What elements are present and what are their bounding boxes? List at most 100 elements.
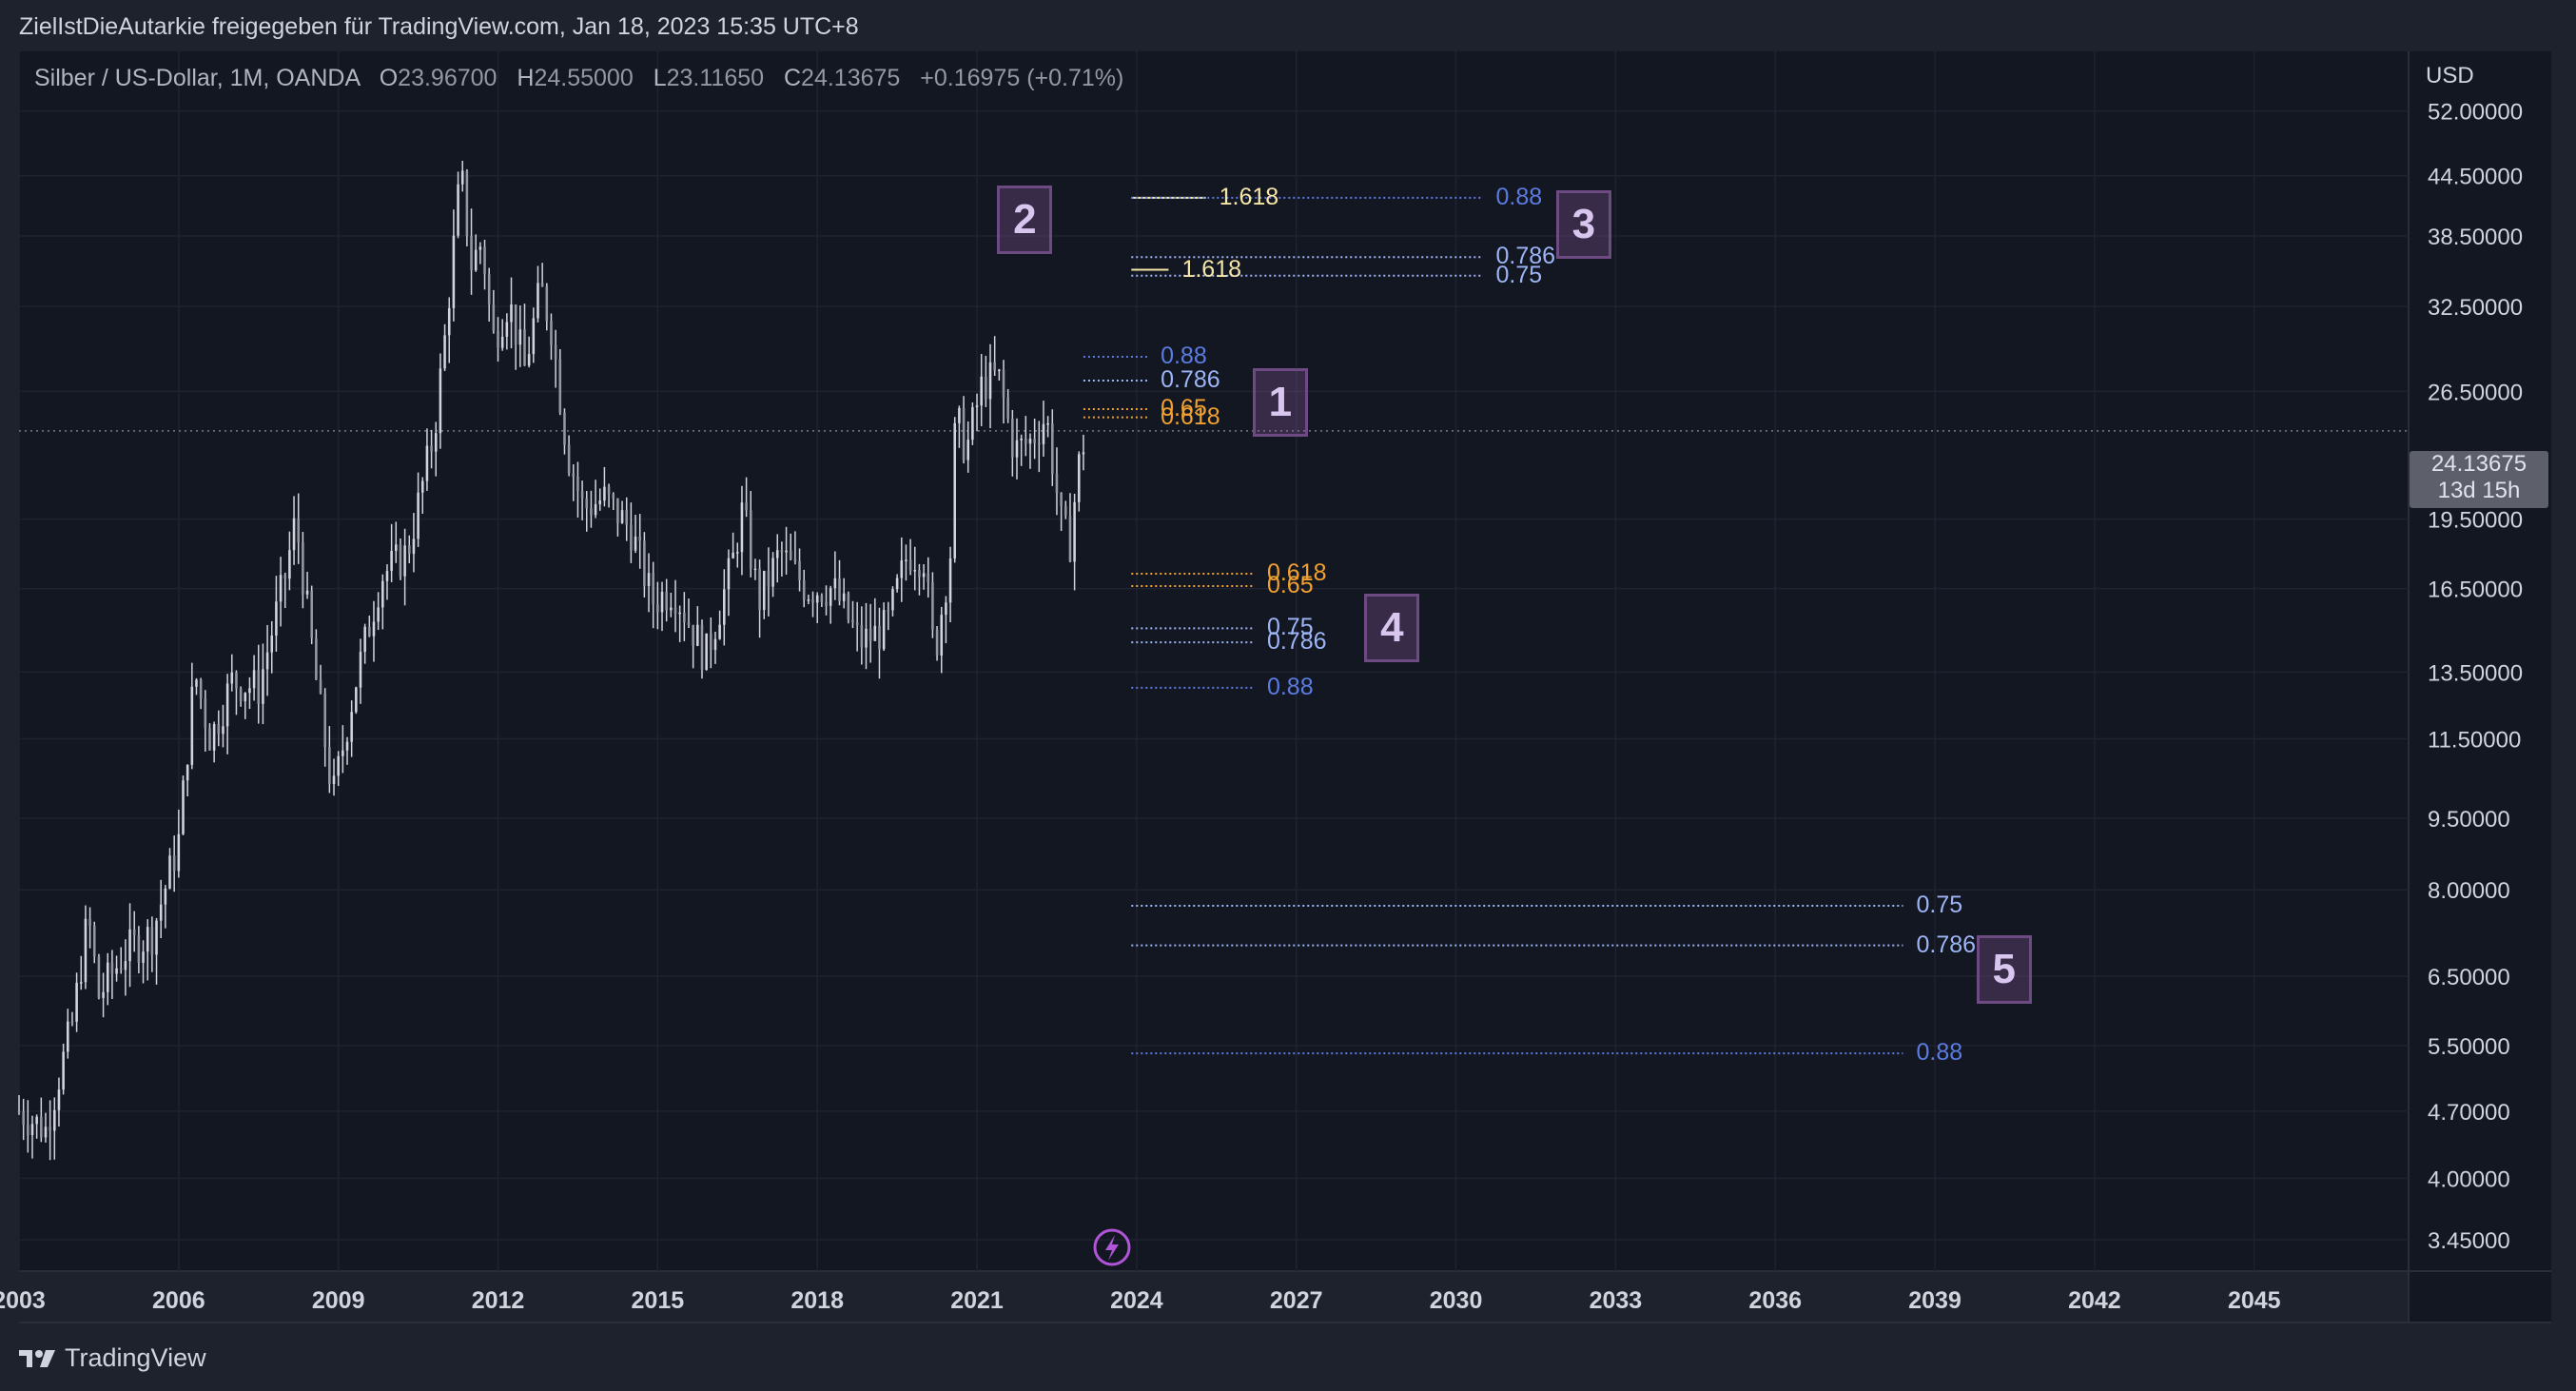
candle-body — [452, 235, 456, 308]
candle-body — [457, 184, 459, 236]
candle-body — [878, 625, 881, 650]
shared-by-header: ZielIstDieAutarkie freigegeben für Tradi… — [19, 13, 859, 40]
candle-body — [540, 283, 544, 287]
candle-body — [710, 633, 712, 651]
bar-countdown: 13d 15h — [2437, 478, 2521, 503]
x-tick-label: 2042 — [2068, 1287, 2121, 1314]
candle-body — [523, 329, 526, 366]
candle-body — [1051, 422, 1054, 475]
candle-body — [554, 344, 557, 360]
candle-body — [767, 570, 771, 587]
candle-body — [142, 951, 145, 963]
candle-body — [705, 633, 708, 671]
candle-body — [873, 625, 877, 641]
candle-body — [1020, 438, 1023, 441]
candle-body — [27, 1125, 29, 1136]
tradingview-logo-icon — [19, 1349, 55, 1367]
candle-body — [550, 321, 553, 345]
candle-body — [1011, 418, 1014, 458]
footer-brand[interactable]: TradingView — [19, 1343, 206, 1373]
open-label: O — [379, 65, 399, 91]
candle-body — [537, 283, 539, 319]
candle-body — [740, 502, 744, 553]
candle-body — [630, 524, 633, 551]
candle-body — [1006, 397, 1009, 419]
candle-body — [355, 687, 358, 713]
candle-body — [753, 568, 757, 571]
candle-body — [199, 679, 203, 699]
candle-body — [505, 322, 509, 337]
close-value: 24.13675 — [801, 65, 901, 91]
candle-body — [865, 628, 868, 648]
fib-label-zone-3: 0.88 — [1495, 183, 1543, 210]
candle-body — [252, 670, 256, 689]
x-tick-label: 2003 — [0, 1287, 46, 1314]
zone-marker-1[interactable]: 1 — [1252, 368, 1308, 438]
zone-marker-3[interactable]: 3 — [1555, 189, 1611, 259]
zone-marker-5[interactable]: 5 — [1976, 935, 2032, 1005]
candle-body — [908, 559, 912, 571]
change-value: +0.16975 (+0.71%) — [920, 65, 1124, 91]
fib-label-zone-5: 0.88 — [1916, 1039, 1963, 1067]
candle-body — [128, 929, 131, 962]
candle-body — [359, 652, 362, 688]
candle-body — [110, 962, 114, 974]
candle-body — [292, 518, 296, 551]
fib-label-zone-1: 0.65 — [1161, 394, 1207, 421]
candle-body — [168, 855, 171, 889]
plot-area[interactable] — [19, 51, 2409, 1271]
candle-body — [235, 672, 238, 689]
fib-label-zone-2: 1.618 — [1181, 255, 1241, 283]
candle-body — [673, 607, 677, 614]
candle-body — [590, 508, 593, 516]
candle-body — [239, 688, 243, 702]
candle-body — [164, 888, 167, 905]
x-tick-label: 2018 — [790, 1287, 844, 1314]
lightning-icon[interactable] — [1093, 1228, 1131, 1266]
candle-body — [1073, 501, 1076, 562]
x-tick-label: 2039 — [1908, 1287, 1961, 1314]
currency-label[interactable]: USD — [2426, 63, 2474, 88]
y-tick-label: 4.00000 — [2428, 1166, 2510, 1192]
x-tick-label: 2012 — [472, 1287, 525, 1314]
candle-body — [88, 918, 91, 926]
candle-body — [497, 330, 499, 348]
candle-body — [811, 599, 814, 603]
candle-body — [474, 249, 478, 271]
symbol-title[interactable]: Silber / US-Dollar, 1M, OANDA — [34, 65, 360, 91]
candle-body — [771, 558, 774, 587]
candle-body — [302, 542, 304, 595]
candle-body — [1025, 438, 1027, 444]
candle-body — [57, 1089, 61, 1110]
candle-body — [1028, 439, 1032, 444]
fib-label-zone-4: 0.75 — [1266, 614, 1314, 641]
candle-body — [177, 833, 181, 872]
candle-body — [868, 628, 872, 641]
candle-body — [217, 724, 221, 735]
price-axis-area[interactable] — [2409, 51, 2551, 1322]
candle-body — [337, 755, 340, 776]
candle-body — [478, 246, 482, 250]
candle-body — [922, 573, 926, 578]
zone-marker-2[interactable]: 2 — [997, 186, 1053, 255]
candle-body — [225, 683, 229, 727]
candle-body — [44, 1127, 48, 1138]
candle-body — [22, 1111, 25, 1126]
candle-body — [931, 582, 934, 630]
candle-body — [265, 652, 269, 670]
candle-body — [372, 621, 376, 637]
candle-body — [35, 1116, 38, 1125]
y-tick-label: 6.50000 — [2428, 965, 2510, 990]
candle-body — [500, 336, 504, 348]
candle-body — [222, 726, 224, 735]
candle-body — [262, 669, 264, 704]
candle-body — [891, 589, 894, 611]
candle-body — [798, 560, 801, 580]
zone-marker-4[interactable]: 4 — [1364, 594, 1420, 663]
candle-body — [328, 747, 331, 784]
candle-body — [758, 568, 761, 611]
x-tick-label: 2024 — [1110, 1287, 1163, 1314]
candle-body — [678, 612, 681, 615]
candle-body — [625, 510, 629, 525]
